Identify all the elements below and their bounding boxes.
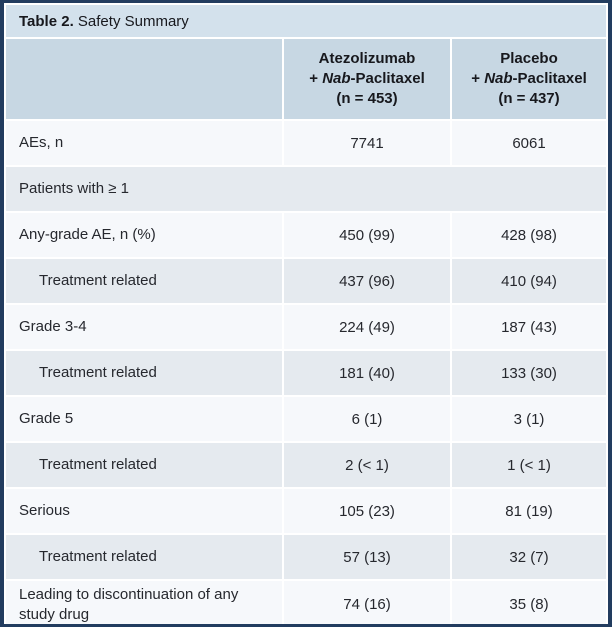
table: Table 2. Safety Summary Atezolizumab + N…: [4, 3, 608, 624]
row-label: Grade 3-4: [6, 305, 282, 349]
table-row: Any-grade AE, n (%) 450 (99) 428 (98): [6, 213, 607, 257]
row-label: Serious: [6, 489, 282, 533]
table-row: AEs, n 7741 6061: [6, 121, 607, 165]
section-row: Patients with ≥ 1: [6, 167, 607, 211]
value-cell: 181 (40): [284, 351, 450, 395]
table-row: Treatment related 181 (40) 133 (30): [6, 351, 607, 395]
table-title-number: Table 2.: [19, 12, 74, 30]
value-cell: 3 (1): [452, 397, 607, 441]
value-cell: 105 (23): [284, 489, 450, 533]
column-header-nab: Nab: [484, 69, 513, 87]
column-header-n: (n = 437): [498, 90, 560, 108]
column-header-line1: Atezolizumab: [318, 49, 416, 67]
value-cell: 6 (1): [284, 397, 450, 441]
row-label: Treatment related: [6, 259, 282, 303]
table-row: Treatment related 57 (13) 32 (7): [6, 535, 607, 579]
column-header-plus: +: [471, 69, 485, 87]
column-header-line1: Placebo: [500, 49, 558, 67]
value-cell: 450 (99): [284, 213, 450, 257]
value-cell: 74 (16): [284, 581, 450, 624]
value-cell: 428 (98): [452, 213, 607, 257]
row-label: Grade 5: [6, 397, 282, 441]
value-cell: 81 (19): [452, 489, 607, 533]
column-header-plus: +: [309, 69, 323, 87]
table-row: Treatment related 437 (96) 410 (94): [6, 259, 607, 303]
table-row: Leading to discontinuation of any study …: [6, 581, 607, 624]
column-header-drug: -Paclitaxel: [512, 69, 587, 87]
value-cell: 32 (7): [452, 535, 607, 579]
value-cell: 7741: [284, 121, 450, 165]
value-cell: 410 (94): [452, 259, 607, 303]
table-row: Serious 105 (23) 81 (19): [6, 489, 607, 533]
corner-cell: [6, 39, 282, 119]
value-cell: 224 (49): [284, 305, 450, 349]
value-cell: 133 (30): [452, 351, 607, 395]
value-cell: 35 (8): [452, 581, 607, 624]
column-header-nab: Nab: [322, 69, 351, 87]
column-header-atezolizumab: Atezolizumab + Nab-Paclitaxel (n = 453): [284, 39, 450, 119]
column-header-placebo: Placebo + Nab-Paclitaxel (n = 437): [452, 39, 607, 119]
table-row: Grade 3-4 224 (49) 187 (43): [6, 305, 607, 349]
row-label: Treatment related: [6, 351, 282, 395]
row-label: Leading to discontinuation of any study …: [6, 581, 282, 624]
value-cell: 437 (96): [284, 259, 450, 303]
value-cell: 187 (43): [452, 305, 607, 349]
row-label: AEs, n: [6, 121, 282, 165]
value-cell: 6061: [452, 121, 607, 165]
row-label: Treatment related: [6, 535, 282, 579]
table-title: Table 2. Safety Summary: [6, 5, 607, 37]
column-header-row: Atezolizumab + Nab-Paclitaxel (n = 453) …: [6, 39, 607, 119]
column-header-drug: -Paclitaxel: [350, 69, 425, 87]
value-cell: 57 (13): [284, 535, 450, 579]
row-label: Patients with ≥ 1: [6, 167, 607, 211]
table-title-text: Safety Summary: [73, 12, 189, 30]
row-label: Treatment related: [6, 443, 282, 487]
table-body: AEs, n 7741 6061 Patients with ≥ 1 Any-grade…: [6, 121, 607, 624]
row-label: Any-grade AE, n (%): [6, 213, 282, 257]
value-cell: 1 (< 1): [452, 443, 607, 487]
table-title-row: Table 2. Safety Summary: [6, 5, 607, 37]
column-header-n: (n = 453): [336, 90, 398, 108]
table-row: Treatment related 2 (< 1) 1 (< 1): [6, 443, 607, 487]
value-cell: 2 (< 1): [284, 443, 450, 487]
